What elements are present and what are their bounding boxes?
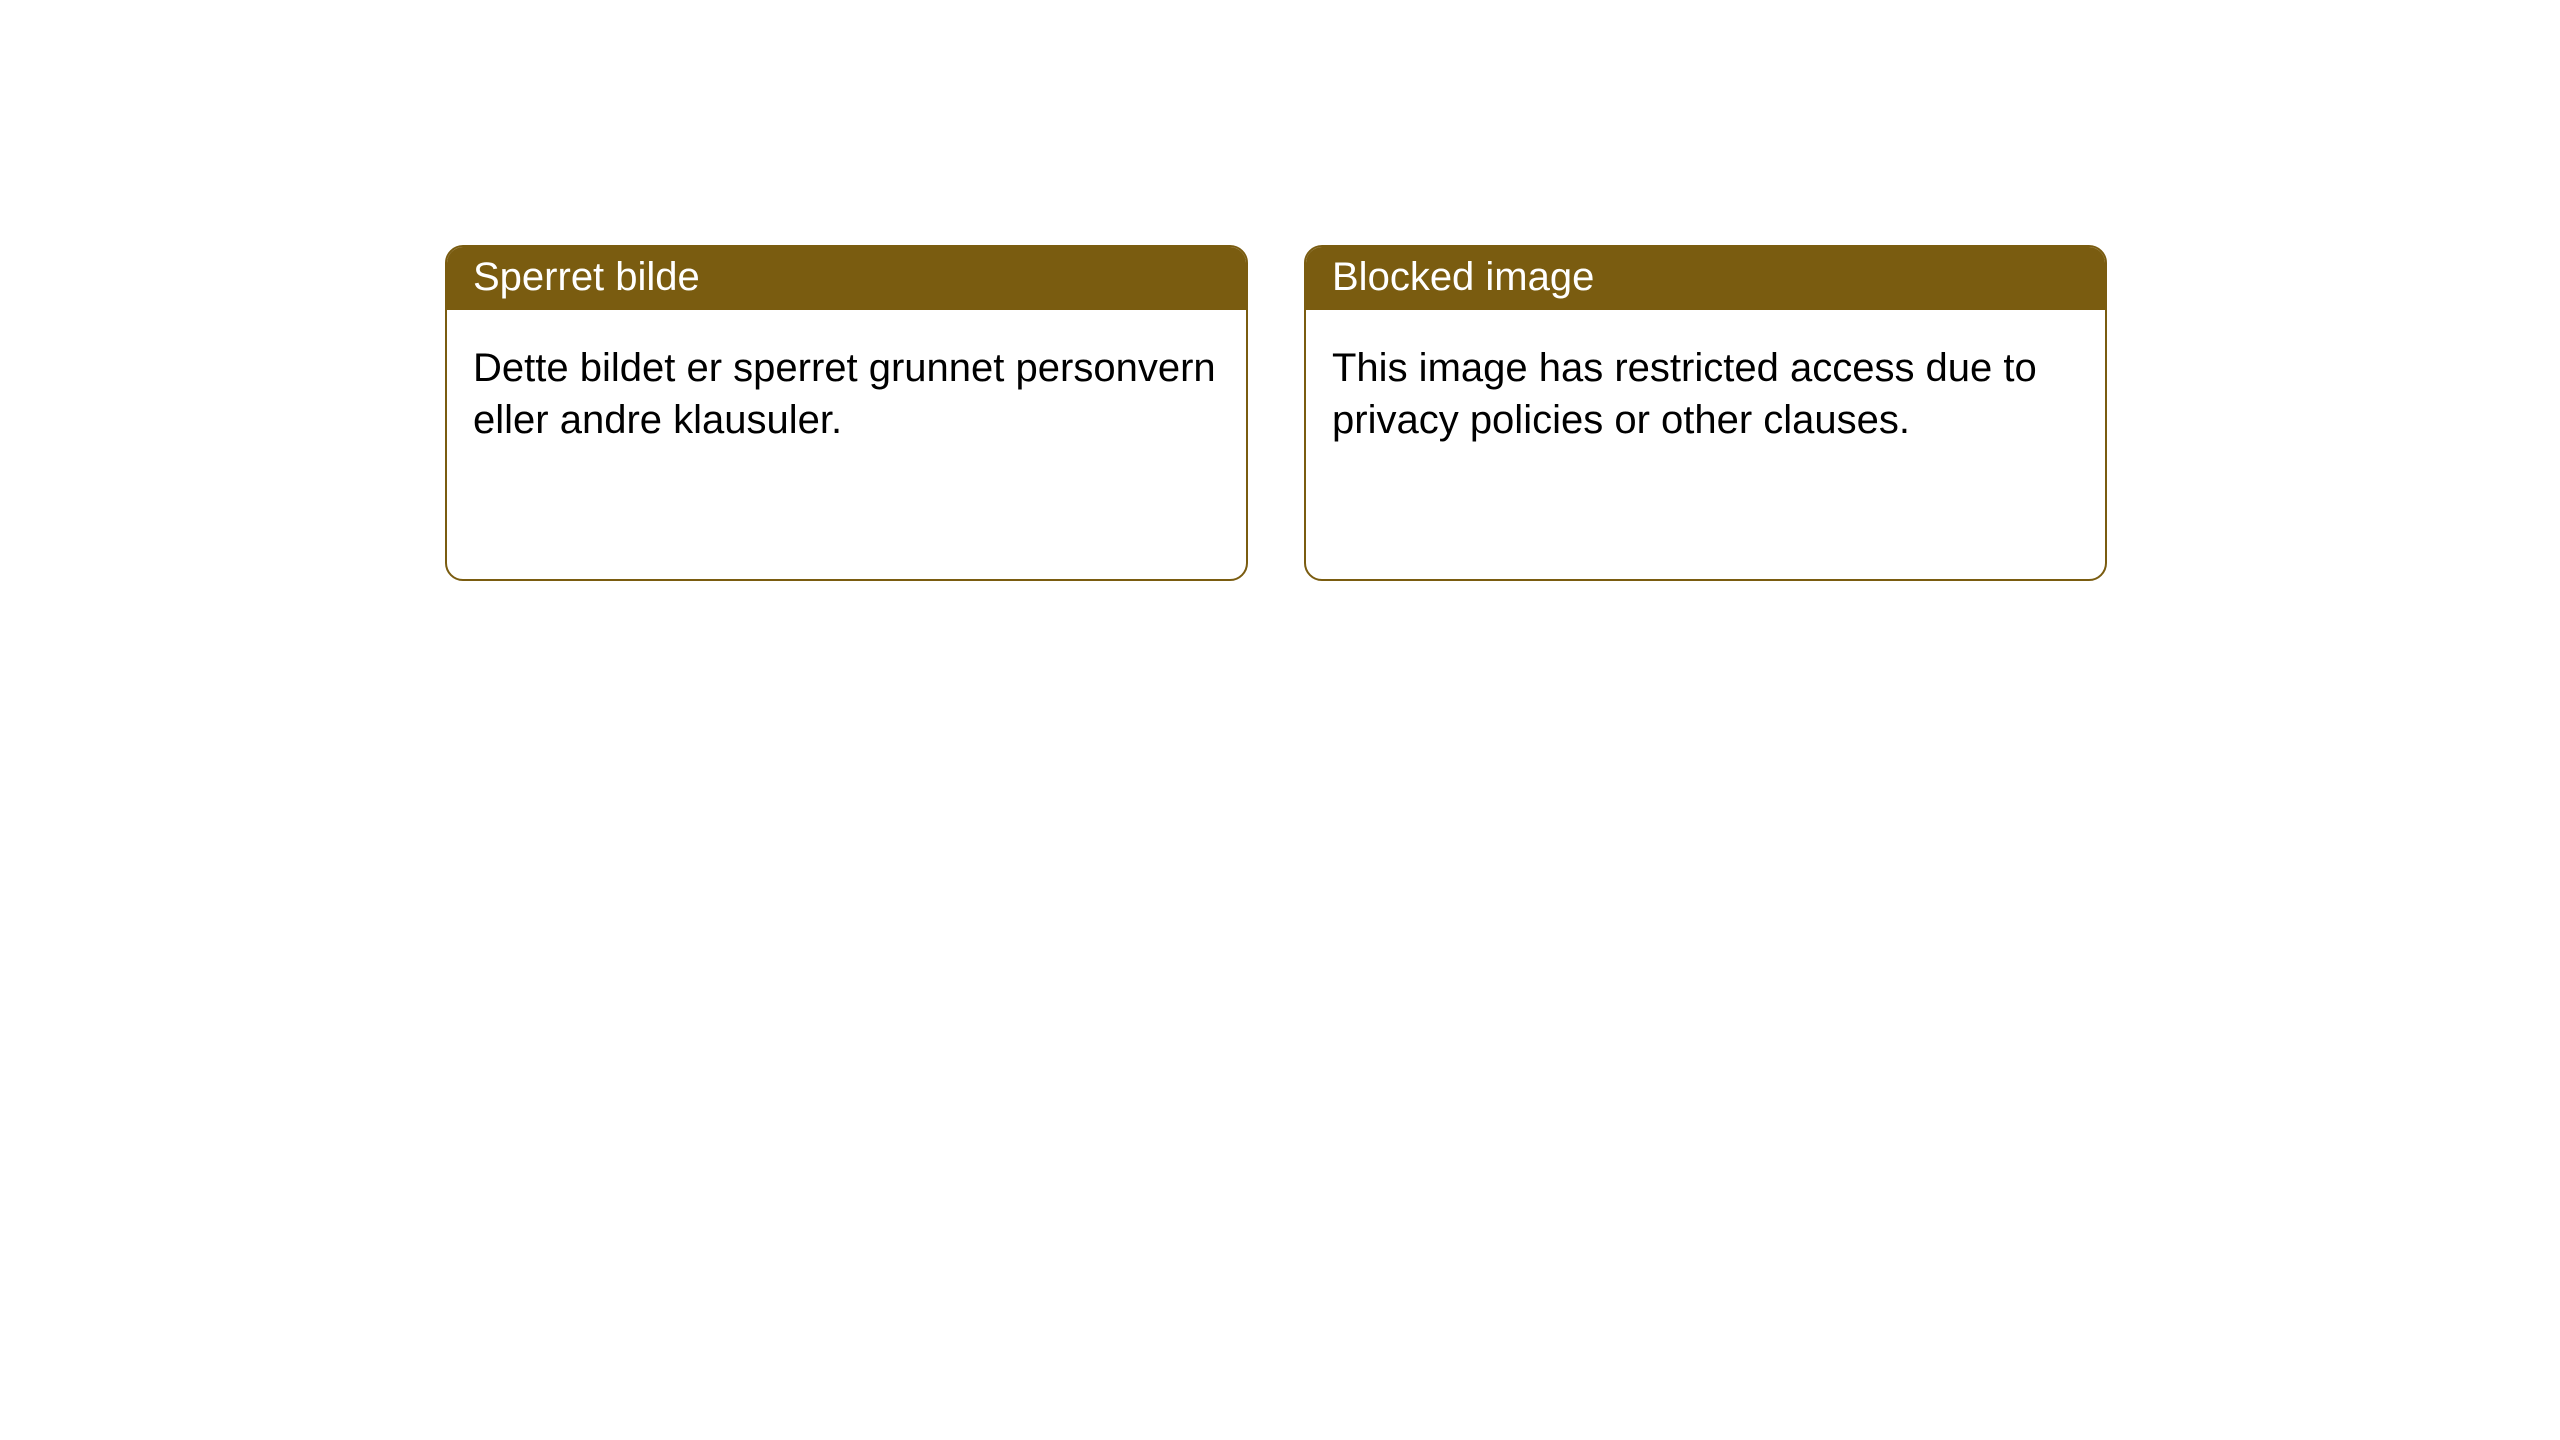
card-body-text: Dette bildet er sperret grunnet personve…: [447, 310, 1246, 478]
card-body-text: This image has restricted access due to …: [1306, 310, 2105, 478]
card-title: Sperret bilde: [447, 247, 1246, 310]
notice-cards-container: Sperret bilde Dette bildet er sperret gr…: [445, 245, 2560, 581]
notice-card-norwegian: Sperret bilde Dette bildet er sperret gr…: [445, 245, 1248, 581]
notice-card-english: Blocked image This image has restricted …: [1304, 245, 2107, 581]
card-title: Blocked image: [1306, 247, 2105, 310]
